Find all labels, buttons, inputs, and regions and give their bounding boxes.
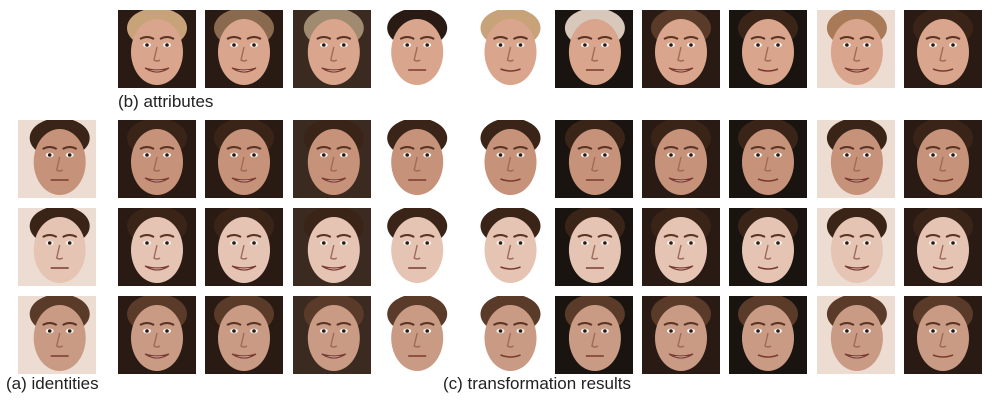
result-face [904,296,982,374]
result-face [118,208,196,286]
attribute-face [904,10,982,88]
identity-face [18,208,96,286]
result-face [205,296,283,374]
attribute-face [555,10,633,88]
result-face [380,208,458,286]
result-face [729,208,807,286]
attribute-face [293,10,371,88]
result-face [555,296,633,374]
result-face [817,120,895,198]
result-face [380,120,458,198]
attribute-face [205,10,283,88]
caption-results: (c) transformation results [443,374,631,393]
result-face [904,120,982,198]
result-face [205,208,283,286]
caption-attributes: (b) attributes [118,92,214,111]
identity-face [18,120,96,198]
result-face [555,120,633,198]
attribute-face [380,10,458,88]
attribute-face [729,10,807,88]
result-face [380,296,458,374]
result-face [817,296,895,374]
result-face [118,120,196,198]
result-face [642,120,720,198]
result-face [642,296,720,374]
result-face [205,120,283,198]
result-face [729,120,807,198]
attribute-face [118,10,196,88]
attribute-face [642,10,720,88]
result-face [467,120,545,198]
identity-face [18,296,96,374]
result-face [904,208,982,286]
result-face [293,120,371,198]
result-face [293,208,371,286]
result-face [642,208,720,286]
attribute-face [467,10,545,88]
result-face [467,208,545,286]
attribute-face [817,10,895,88]
result-face [729,296,807,374]
result-face [293,296,371,374]
result-face [555,208,633,286]
result-face [118,296,196,374]
result-face [817,208,895,286]
caption-identities: (a) identities [6,374,99,393]
result-face [467,296,545,374]
